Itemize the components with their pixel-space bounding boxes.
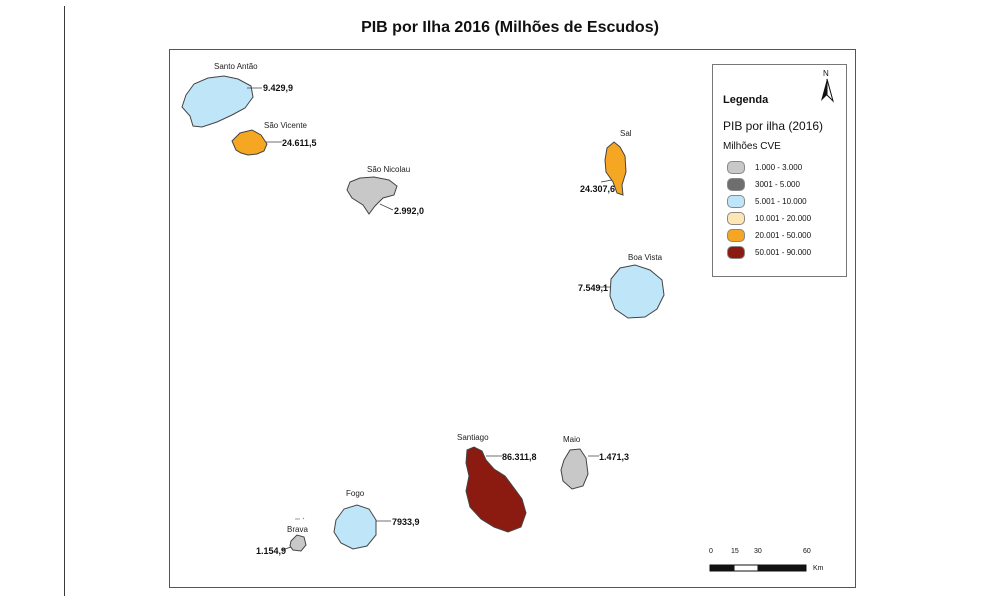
island-santiago[interactable]: Santiago 86.311,8 — [457, 433, 537, 533]
legend-item: 3001 - 5.000 — [727, 176, 811, 193]
legend-item-label: 10.001 - 20.000 — [755, 214, 812, 223]
legend-title: Legenda — [723, 94, 769, 106]
north-arrow-icon: N — [815, 69, 839, 105]
island-sal[interactable]: Sal 24.307,6 — [580, 129, 632, 196]
island-boa-vista-shape — [609, 264, 665, 319]
island-brava-shape — [289, 534, 307, 552]
legend-unit: Milhões CVE — [723, 141, 781, 152]
legend-swatch — [727, 246, 745, 259]
legend-swatch — [727, 161, 745, 174]
island-santo-antao[interactable]: Santo Antão 9.429,9 — [181, 62, 293, 128]
island-sal-value: 24.307,6 — [580, 184, 615, 194]
island-brava-name: Brava — [287, 525, 308, 534]
island-sal-name: Sal — [620, 129, 632, 138]
island-boa-vista[interactable]: Boa Vista 7.549,1 — [578, 253, 665, 319]
island-sao-vicente-shape — [231, 129, 268, 156]
island-sao-vicente-name: São Vicente — [264, 121, 308, 130]
legend-swatch — [727, 178, 745, 191]
island-sal-shape — [604, 141, 627, 196]
map-title: PIB por Ilha 2016 (Milhões de Escudos) — [361, 19, 659, 36]
legend-item: 20.001 - 50.000 — [727, 227, 811, 244]
scale-tick-label: 30 — [754, 548, 762, 555]
legend-item-label: 20.001 - 50.000 — [755, 231, 812, 240]
island-sao-nicolau[interactable]: São Nicolau 2.992,0 — [346, 165, 424, 216]
scale-tick-label: 0 — [709, 548, 713, 555]
map-legend: Legenda PIB por ilha (2016) Milhões CVE … — [712, 64, 847, 277]
island-brava-value: 1.154,9 — [256, 546, 286, 556]
scale-bar-graphic — [709, 564, 807, 572]
island-maio-shape — [560, 448, 589, 490]
legend-items: 1.000 - 3.000 3001 - 5.000 5.001 - 10.00… — [727, 159, 811, 261]
scale-tick-label: 15 — [731, 548, 739, 555]
legend-item-label: 3001 - 5.000 — [755, 180, 800, 189]
island-santo-antao-value: 9.429,9 — [263, 83, 293, 93]
island-santiago-name: Santiago — [457, 433, 489, 442]
north-arrow-label: N — [823, 69, 829, 78]
island-fogo[interactable]: Fogo 7933,9 — [333, 489, 420, 550]
legend-item-label: 1.000 - 3.000 — [755, 163, 803, 172]
island-sao-vicente-value: 24.611,5 — [282, 138, 317, 148]
legend-swatch — [727, 212, 745, 225]
island-santiago-shape — [465, 446, 527, 533]
legend-subtitle: PIB por ilha (2016) — [723, 119, 824, 133]
legend-swatch — [727, 229, 745, 242]
legend-item: 50.001 - 90.000 — [727, 244, 811, 261]
island-santiago-value: 86.311,8 — [502, 452, 537, 462]
island-maio[interactable]: Maio 1.471,3 — [560, 435, 629, 490]
island-boa-vista-name: Boa Vista — [628, 253, 663, 262]
legend-swatch — [727, 195, 745, 208]
island-maio-name: Maio — [563, 435, 581, 444]
island-boa-vista-value: 7.549,1 — [578, 283, 608, 293]
island-sao-nicolau-name: São Nicolau — [367, 165, 410, 174]
island-sao-vicente[interactable]: São Vicente 24.611,5 — [231, 121, 317, 156]
legend-item: 10.001 - 20.000 — [727, 210, 811, 227]
scale-bar: 0 15 30 60 Km — [709, 548, 829, 578]
legend-item: 1.000 - 3.000 — [727, 159, 811, 176]
scale-tick-label: 60 — [803, 548, 811, 555]
island-fogo-name: Fogo — [346, 489, 365, 498]
island-santo-antao-name: Santo Antão — [214, 62, 258, 71]
island-sao-nicolau-value: 2.992,0 — [394, 206, 424, 216]
scale-unit: Km — [813, 565, 824, 572]
island-brava[interactable]: Brava 1.154,9 — [256, 517, 308, 556]
island-sao-nicolau-shape — [346, 176, 398, 215]
legend-item: 5.001 - 10.000 — [727, 193, 811, 210]
legend-item-label: 5.001 - 10.000 — [755, 197, 807, 206]
island-fogo-value: 7933,9 — [392, 517, 420, 527]
left-divider-line — [64, 6, 65, 596]
island-maio-value: 1.471,3 — [599, 452, 629, 462]
island-santo-antao-shape — [181, 75, 254, 128]
island-fogo-shape — [333, 504, 377, 550]
legend-item-label: 50.001 - 90.000 — [755, 248, 812, 257]
